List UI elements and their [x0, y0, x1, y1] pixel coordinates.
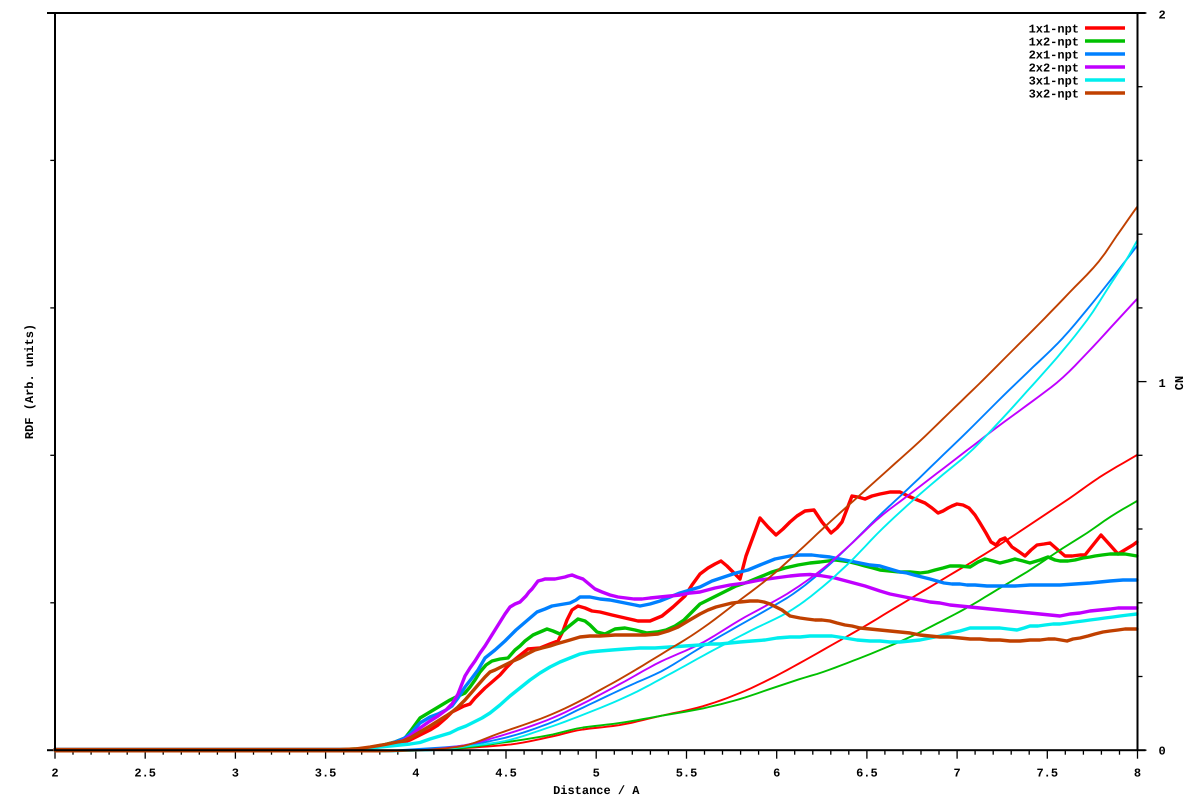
svg-text:6.5: 6.5 [856, 767, 878, 781]
svg-text:3.5: 3.5 [315, 767, 337, 781]
svg-text:RDF (Arb. units): RDF (Arb. units) [23, 324, 37, 439]
svg-text:5: 5 [593, 767, 600, 781]
svg-text:7: 7 [953, 767, 960, 781]
svg-text:3x1-npt: 3x1-npt [1029, 74, 1079, 88]
svg-text:1: 1 [1159, 377, 1166, 391]
svg-text:2: 2 [1159, 9, 1166, 23]
svg-text:1x2-npt: 1x2-npt [1029, 35, 1079, 49]
svg-text:4.5: 4.5 [495, 767, 517, 781]
svg-text:2.5: 2.5 [134, 767, 156, 781]
svg-text:1x1-npt: 1x1-npt [1029, 22, 1079, 36]
svg-text:2x2-npt: 2x2-npt [1029, 61, 1079, 75]
svg-text:4: 4 [412, 767, 419, 781]
svg-text:CN: CN [1173, 376, 1187, 390]
svg-text:5.5: 5.5 [676, 767, 698, 781]
svg-text:2: 2 [51, 767, 58, 781]
svg-text:2x1-npt: 2x1-npt [1029, 48, 1079, 62]
svg-text:6: 6 [773, 767, 780, 781]
svg-text:8: 8 [1134, 767, 1141, 781]
svg-text:3: 3 [232, 767, 239, 781]
svg-text:Distance / A: Distance / A [553, 784, 640, 798]
svg-text:0: 0 [1159, 745, 1166, 759]
svg-text:3x2-npt: 3x2-npt [1029, 87, 1079, 101]
svg-text:7.5: 7.5 [1036, 767, 1058, 781]
